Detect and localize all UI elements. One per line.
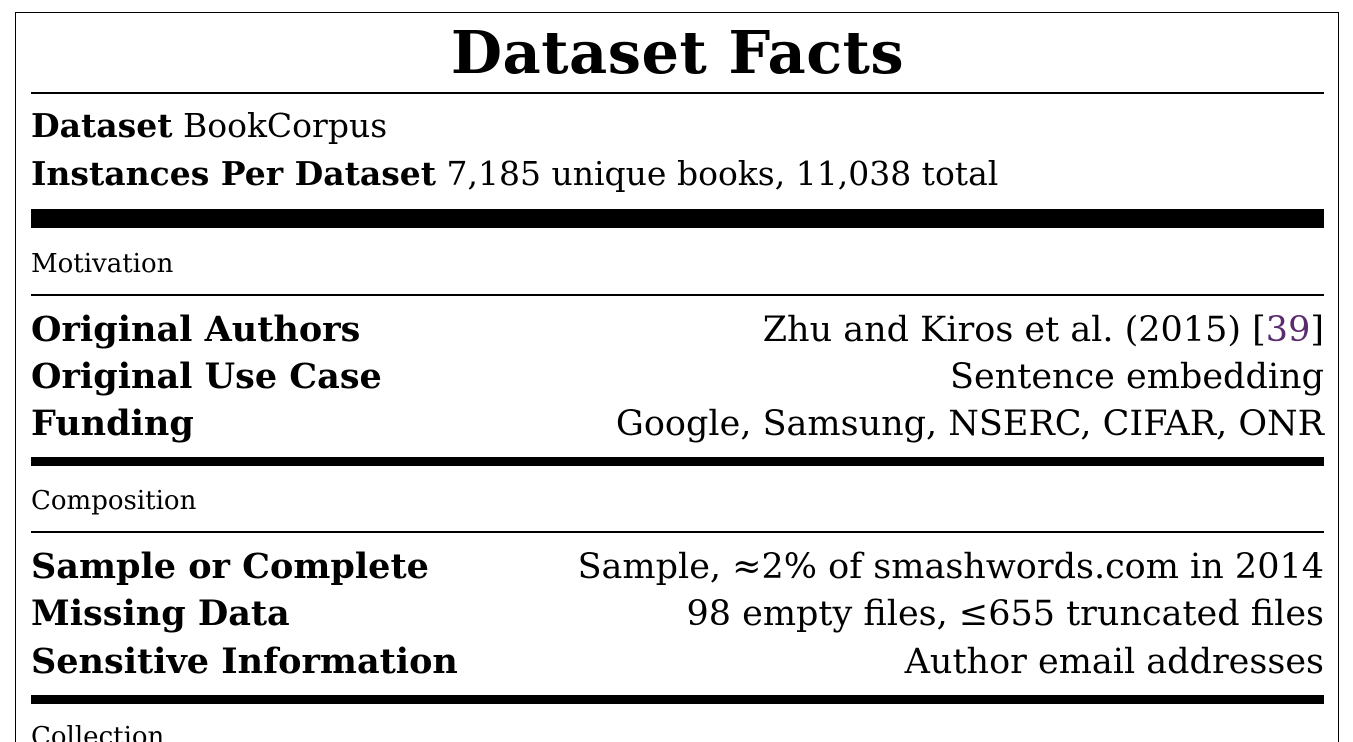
instances-line: Instances Per Dataset 7,185 unique books… — [31, 153, 1324, 195]
authors-text: Zhu and Kiros et al. (2015) [ — [762, 310, 1266, 350]
citation-bracket: ] — [1310, 310, 1324, 350]
row-key: Original Authors — [31, 309, 361, 350]
dataset-facts-card: Dataset Facts Dataset BookCorpus Instanc… — [15, 12, 1339, 742]
row-key: Original Use Case — [31, 356, 382, 397]
row-key: Sensitive Information — [31, 641, 458, 682]
row-key: Funding — [31, 403, 194, 444]
section-label-motivation: Motivation — [31, 249, 174, 279]
section-label-composition: Composition — [31, 486, 197, 516]
row-funding: Funding Google, Samsung, NSERC, CIFAR, O… — [31, 401, 1324, 447]
composition-divider — [31, 531, 1324, 533]
dataset-line: Dataset BookCorpus — [31, 105, 1324, 147]
instances-value: 7,185 unique books, 11,038 total — [446, 154, 999, 193]
row-original-authors: Original Authors Zhu and Kiros et al. (2… — [31, 307, 1324, 353]
section-label-collection: Collection — [31, 722, 165, 742]
row-missing-data: Missing Data 98 empty files, ≤655 trunca… — [31, 591, 1324, 637]
row-value: Google, Samsung, NSERC, CIFAR, ONR — [615, 404, 1324, 444]
dataset-label: Dataset — [31, 106, 173, 145]
row-value: 98 empty files, ≤655 truncated files — [686, 594, 1324, 634]
card-title: Dataset Facts — [450, 18, 905, 87]
row-value: Zhu and Kiros et al. (2015) [39] — [763, 307, 1324, 353]
motivation-divider — [31, 294, 1324, 296]
row-sample-or-complete: Sample or Complete Sample, ≈2% of smashw… — [31, 544, 1324, 590]
motivation-heavy-divider — [31, 457, 1324, 466]
header-heavy-divider — [31, 209, 1324, 228]
row-original-use-case: Original Use Case Sentence embedding — [31, 354, 1324, 400]
composition-heavy-divider — [31, 695, 1324, 704]
row-value: Sentence embedding — [950, 357, 1324, 397]
row-value: Sample, ≈2% of smashwords.com in 2014 — [577, 547, 1324, 587]
instances-label: Instances Per Dataset — [31, 154, 437, 193]
title-divider — [31, 92, 1324, 94]
row-key: Missing Data — [31, 593, 290, 634]
citation-link[interactable]: 39 — [1265, 310, 1311, 350]
row-sensitive-information: Sensitive Information Author email addre… — [31, 639, 1324, 685]
dataset-value: BookCorpus — [182, 106, 388, 145]
row-key: Sample or Complete — [31, 546, 429, 587]
row-value: Author email addresses — [904, 642, 1324, 682]
